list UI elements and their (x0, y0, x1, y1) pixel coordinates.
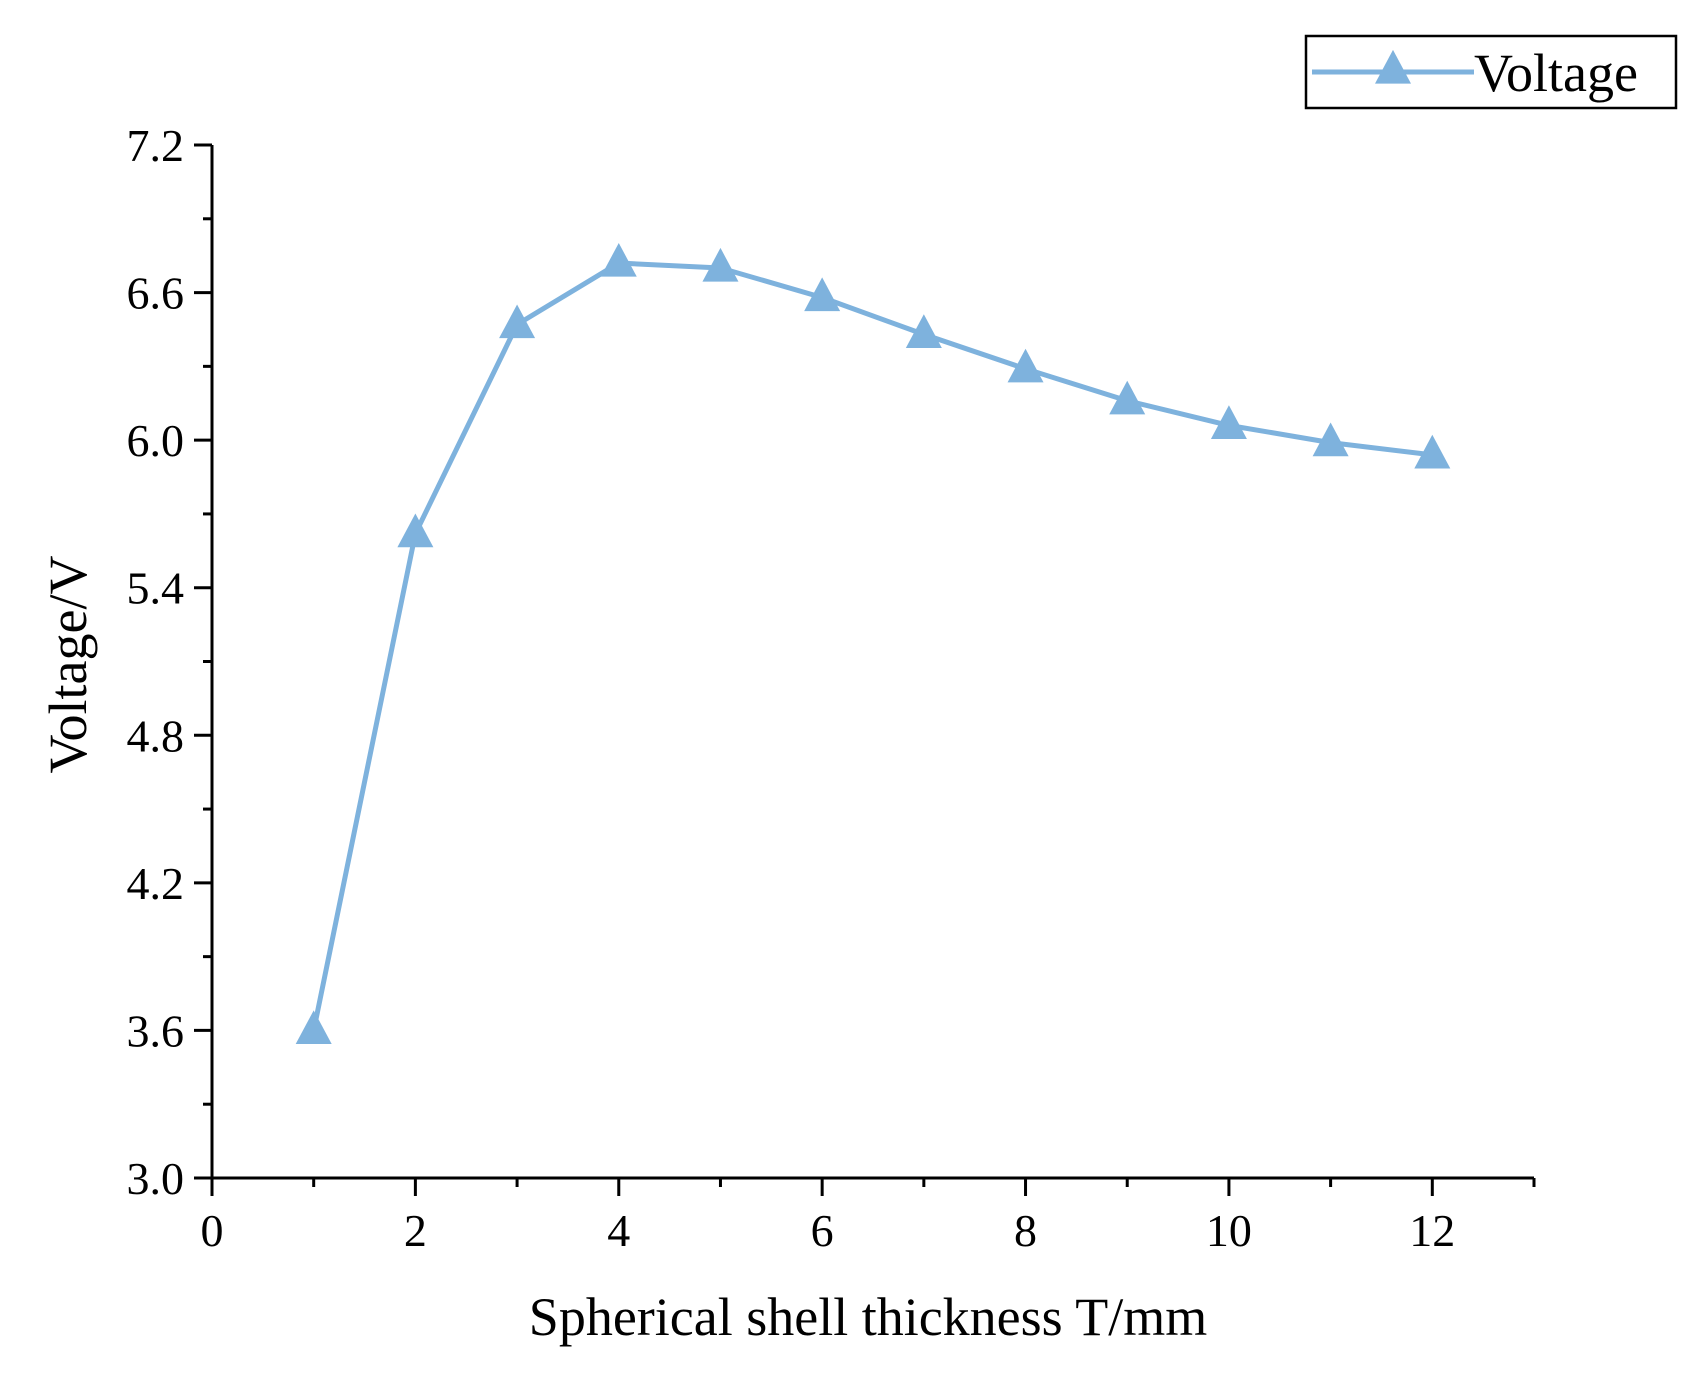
x-tick-label: 8 (1014, 1205, 1037, 1256)
data-point-marker (1210, 405, 1247, 439)
y-tick-label: 6.0 (127, 415, 185, 466)
x-tick-label: 4 (607, 1205, 630, 1256)
series-line-voltage (311, 260, 1433, 1031)
x-axis-title: Spherical shell thickness T/mm (529, 1287, 1207, 1347)
data-point-marker (905, 314, 942, 348)
y-tick-label: 4.8 (127, 710, 185, 761)
data-point-marker (702, 247, 739, 282)
data-point-marker (499, 304, 536, 339)
data-point-marker (804, 277, 841, 312)
y-tick-label: 3.6 (127, 1005, 185, 1056)
y-tick-label: 7.2 (127, 120, 185, 171)
x-tick-label: 6 (811, 1205, 834, 1256)
data-point-marker (1007, 348, 1044, 383)
data-point-marker (295, 1010, 332, 1045)
axes: 3.0 3.6 4.2 4.8 5.4 6.0 6.6 7.2 0 2 4 6 8 10 12 (127, 120, 1536, 1256)
data-point-marker (1109, 380, 1146, 415)
x-tick-label: 12 (1409, 1205, 1455, 1256)
y-axis-title: Voltage/V (38, 556, 98, 774)
data-point-marker (397, 513, 434, 548)
x-tick-label: 0 (201, 1205, 224, 1256)
series-layer (295, 242, 1451, 1045)
data-point-marker (1312, 422, 1349, 457)
data-point-marker (600, 242, 637, 277)
legend: Voltage (1304, 34, 1678, 110)
legend-marker-sample (1375, 49, 1411, 84)
y-tick-label: 4.2 (127, 858, 185, 909)
x-tick-label: 10 (1206, 1205, 1252, 1256)
y-tick-label: 6.6 (127, 268, 185, 319)
x-tick-label: 2 (404, 1205, 427, 1256)
y-tick-label: 3.0 (127, 1153, 185, 1204)
y-tick-label: 5.4 (127, 563, 185, 614)
legend-label: Voltage (1474, 43, 1638, 103)
data-point-marker (1414, 434, 1451, 469)
